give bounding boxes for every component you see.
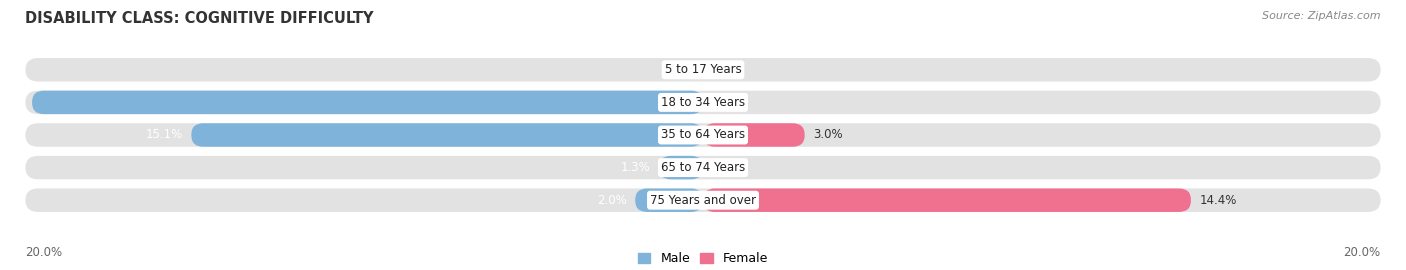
Text: 0.0%: 0.0%	[711, 96, 741, 109]
Text: 0.0%: 0.0%	[711, 63, 741, 76]
FancyBboxPatch shape	[25, 156, 1381, 179]
Text: 3.0%: 3.0%	[813, 129, 842, 141]
Text: 14.4%: 14.4%	[1199, 194, 1237, 207]
Text: Source: ZipAtlas.com: Source: ZipAtlas.com	[1263, 11, 1381, 21]
FancyBboxPatch shape	[636, 188, 703, 212]
Text: 5 to 17 Years: 5 to 17 Years	[665, 63, 741, 76]
Text: 65 to 74 Years: 65 to 74 Years	[661, 161, 745, 174]
Text: 0.0%: 0.0%	[711, 161, 741, 174]
FancyBboxPatch shape	[25, 188, 1381, 212]
FancyBboxPatch shape	[25, 58, 1381, 82]
FancyBboxPatch shape	[25, 91, 1381, 114]
Text: 15.1%: 15.1%	[146, 129, 183, 141]
FancyBboxPatch shape	[25, 123, 1381, 147]
Text: 1.3%: 1.3%	[620, 161, 651, 174]
FancyBboxPatch shape	[32, 91, 703, 114]
Text: 18 to 34 Years: 18 to 34 Years	[661, 96, 745, 109]
FancyBboxPatch shape	[659, 156, 703, 179]
Text: 20.0%: 20.0%	[25, 246, 62, 259]
Text: 0.0%: 0.0%	[665, 63, 695, 76]
Text: 75 Years and over: 75 Years and over	[650, 194, 756, 207]
FancyBboxPatch shape	[191, 123, 703, 147]
FancyBboxPatch shape	[703, 188, 1191, 212]
Legend: Male, Female: Male, Female	[633, 247, 773, 270]
Text: 19.8%: 19.8%	[0, 96, 24, 109]
Text: 20.0%: 20.0%	[1344, 246, 1381, 259]
Text: DISABILITY CLASS: COGNITIVE DIFFICULTY: DISABILITY CLASS: COGNITIVE DIFFICULTY	[25, 11, 374, 26]
Text: 35 to 64 Years: 35 to 64 Years	[661, 129, 745, 141]
Text: 2.0%: 2.0%	[598, 194, 627, 207]
FancyBboxPatch shape	[703, 123, 804, 147]
